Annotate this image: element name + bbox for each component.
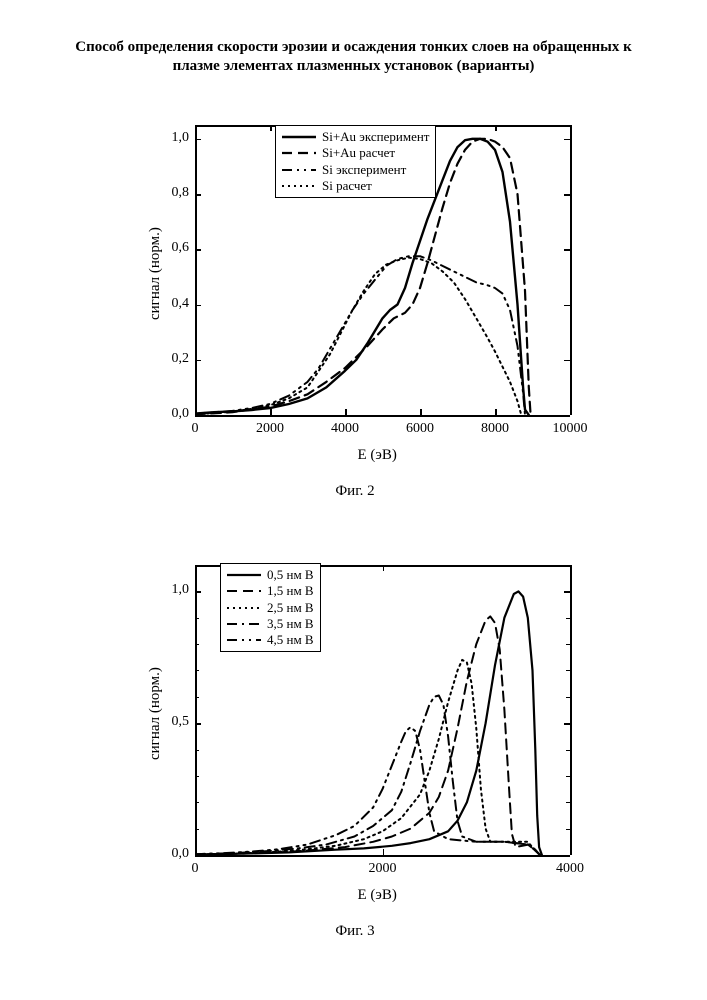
series-line	[195, 256, 525, 415]
legend-label: Si эксперимент	[322, 162, 406, 178]
figure-2-chart: 02000400060008000100000,00,20,40,60,81,0…	[125, 115, 585, 475]
legend-line-icon	[227, 586, 261, 596]
legend-label: 0,5 нм B	[267, 567, 314, 583]
legend-line-icon	[282, 132, 316, 142]
legend-line-icon	[282, 148, 316, 158]
legend-item: 1,5 нм B	[227, 583, 314, 599]
legend-item: 0,5 нм B	[227, 567, 314, 583]
legend-item: Si+Au эксперимент	[282, 129, 429, 145]
legend-label: 2,5 нм B	[267, 600, 314, 616]
legend-item: Si эксперимент	[282, 162, 429, 178]
legend-item: Si расчет	[282, 178, 429, 194]
figure-3-wrap: 0200040000,00,51,0сигнал (норм.)E (эВ)0,…	[125, 555, 585, 940]
legend-line-icon	[227, 619, 261, 629]
series-line	[195, 660, 540, 855]
legend-label: Si+Au эксперимент	[322, 129, 429, 145]
page: Способ определения скорости эрозии и оса…	[0, 0, 707, 1000]
legend-line-icon	[227, 570, 261, 580]
figure-2-caption: Фиг. 2	[125, 483, 585, 500]
legend-line-icon	[227, 635, 261, 645]
legend-label: Si+Au расчет	[322, 145, 395, 161]
legend-item: 3,5 нм B	[227, 616, 314, 632]
legend-item: Si+Au расчет	[282, 145, 429, 161]
legend-label: 1,5 нм B	[267, 583, 314, 599]
legend-line-icon	[227, 603, 261, 613]
legend-label: 3,5 нм B	[267, 616, 314, 632]
figure-3-chart: 0200040000,00,51,0сигнал (норм.)E (эВ)0,…	[125, 555, 585, 915]
figure-3-caption: Фиг. 3	[125, 923, 585, 940]
legend-label: Si расчет	[322, 178, 372, 194]
series-layer	[125, 555, 585, 915]
legend-item: 4,5 нм B	[227, 632, 314, 648]
legend-line-icon	[282, 165, 316, 175]
legend-label: 4,5 нм B	[267, 632, 314, 648]
legend-line-icon	[282, 181, 316, 191]
legend-item: 2,5 нм B	[227, 600, 314, 616]
figure-2-wrap: 02000400060008000100000,00,20,40,60,81,0…	[125, 115, 585, 500]
legend: Si+Au экспериментSi+Au расчетSi эксперим…	[275, 125, 436, 198]
legend: 0,5 нм B1,5 нм B2,5 нм B3,5 нм B4,5 нм B	[220, 563, 321, 652]
series-line	[195, 696, 540, 856]
page-title: Способ определения скорости эрозии и оса…	[70, 38, 637, 76]
